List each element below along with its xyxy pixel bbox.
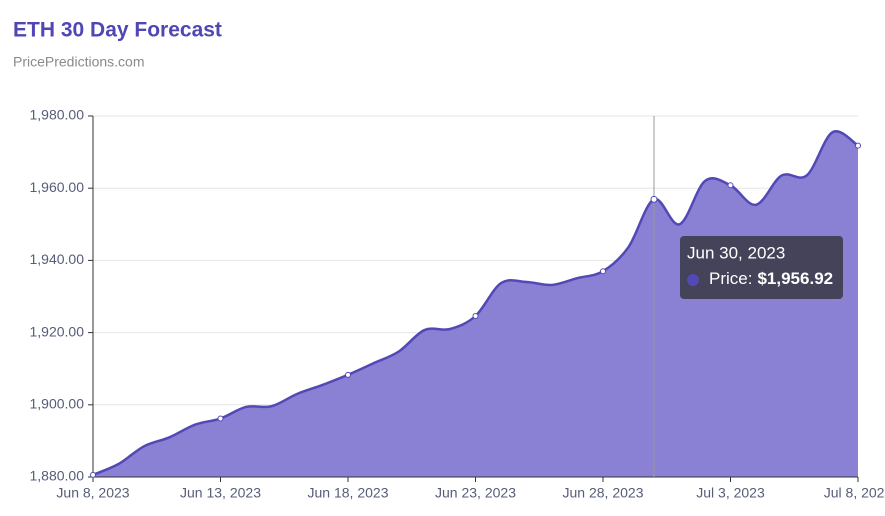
chart-title: ETH 30 Day Forecast [13,19,222,42]
area [93,131,858,477]
tooltip-label: Price: $1,956.92 [709,269,833,288]
point-marker [600,268,606,275]
point-marker [472,312,479,319]
chart-subtitle: PricePredictions.com [13,54,145,70]
tooltip-title: Jun 30, 2023 [687,243,785,262]
y-tick-label: 1,980.00 [30,107,85,123]
point-marker [855,142,861,149]
x-tick-label: Jun 13, 2023 [180,485,261,501]
point-marker [727,182,734,189]
x-tick-label: Jun 8, 2023 [56,485,129,501]
tooltip-swatch [687,274,699,286]
x-tick-label: Jul 8, 2023 [824,485,885,501]
tooltip: Jun 30, 2023 Price: $1,956.92 [680,236,843,299]
hover-marker [650,195,658,203]
x-tick-label: Jul 3, 2023 [696,485,765,501]
tooltip-value: $1,956.92 [757,269,833,288]
x-tick-label: Jun 23, 2023 [435,485,516,501]
x-tick-label: Jun 28, 2023 [563,485,644,501]
y-tick-label: 1,940.00 [30,251,85,267]
tooltip-label-text: Price: [709,269,752,288]
point-marker [345,371,351,378]
y-tick-label: 1,920.00 [30,323,85,339]
y-tick-label: 1,880.00 [30,468,85,484]
point-marker [217,415,224,422]
point-marker [90,471,96,478]
y-tick-label: 1,960.00 [30,179,85,195]
y-tick-label: 1,900.00 [30,396,85,412]
tooltip-box [680,236,843,299]
x-tick-label: Jun 18, 2023 [308,485,389,501]
